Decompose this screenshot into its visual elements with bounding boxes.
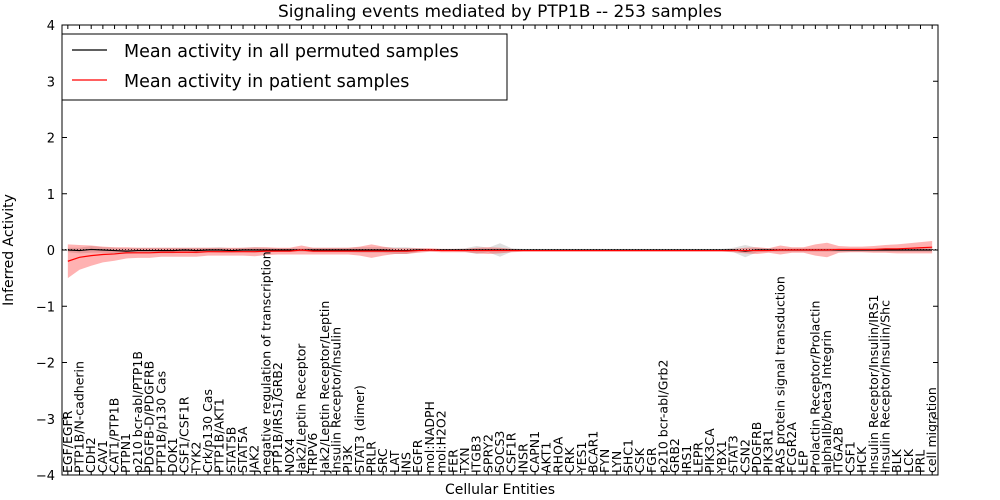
y-tick-label: −4 bbox=[36, 469, 55, 484]
x-category-label: AKT1 bbox=[539, 442, 554, 473]
line-patient-mean bbox=[67, 246, 933, 262]
x-category-label: Insulin Receptor/Insulin bbox=[328, 327, 343, 473]
mean-lines bbox=[67, 246, 933, 262]
y-tick-label: −1 bbox=[36, 300, 55, 315]
x-category-label: FYN bbox=[597, 449, 612, 473]
x-category-label: DOK1 bbox=[165, 437, 180, 473]
x-category-label: IRS1 bbox=[679, 445, 694, 473]
x-category-label: Insulin Receptor/Insulin/IRS1 bbox=[866, 295, 881, 473]
x-category-label: Jak2/Leptin Receptor/Leptin bbox=[317, 301, 332, 474]
x-category-label: Prolactin Receptor/Prolactin bbox=[807, 301, 822, 473]
x-category-label: STAT3 bbox=[726, 435, 741, 473]
x-category-label: YES1 bbox=[574, 442, 589, 474]
x-category-label: ITGB3 bbox=[469, 435, 484, 473]
x-category-label: BLK bbox=[889, 448, 904, 473]
x-category-label: PI3K bbox=[340, 445, 355, 473]
x-category-label: LYN bbox=[609, 451, 624, 473]
x-category-label: PIK3CA bbox=[702, 428, 717, 473]
x-category-label: PIK3R1 bbox=[761, 429, 776, 473]
x-category-label: FER bbox=[445, 449, 460, 473]
y-axis-label: Inferred Activity bbox=[1, 194, 17, 306]
x-category-label: Jak2/Leptin Receptor bbox=[293, 343, 308, 474]
x-category-label: LEPR bbox=[691, 442, 706, 473]
x-category-label: LAT bbox=[387, 450, 402, 473]
chart-title: Signaling events mediated by PTP1B -- 25… bbox=[278, 2, 722, 22]
x-category-label: INSR bbox=[515, 443, 530, 473]
legend: Mean activity in all permuted samples Me… bbox=[61, 33, 508, 101]
x-category-label: CSK bbox=[632, 447, 647, 473]
x-category-label: YBX1 bbox=[714, 440, 729, 474]
y-tick-label: 4 bbox=[47, 19, 55, 34]
x-category-label: negative regulation of transcription bbox=[258, 251, 273, 473]
x-category-label: CSF1R bbox=[504, 432, 519, 473]
x-axis-label: Cellular Entities bbox=[445, 482, 555, 498]
x-category-label: CSF1 bbox=[842, 441, 857, 473]
x-category-label: LCK bbox=[901, 448, 916, 473]
y-axis: −4 −3 −2 −1 0 1 2 3 4 bbox=[36, 19, 938, 484]
x-category-label: PTP1B/N-cadherin bbox=[72, 361, 87, 473]
y-tick-label: −3 bbox=[36, 413, 55, 428]
x-category-label: PRL bbox=[912, 450, 927, 473]
y-tick-label: 0 bbox=[47, 244, 55, 259]
x-category-label: JAK2 bbox=[247, 445, 262, 474]
x-category-label: PTPN1 bbox=[118, 433, 133, 473]
legend-label-patient: Mean activity in patient samples bbox=[124, 72, 409, 92]
x-category-label: EGFR bbox=[410, 439, 425, 473]
x-category-label: SOCS3 bbox=[492, 431, 507, 473]
legend-box bbox=[61, 33, 508, 101]
x-category-label: cell migration bbox=[924, 387, 939, 473]
x-category-label: FGR bbox=[644, 447, 659, 473]
x-category-label: STAT5A bbox=[235, 426, 250, 473]
x-category-label: INS bbox=[399, 452, 414, 473]
x-category-label: TYK2 bbox=[188, 442, 203, 474]
confidence-bands bbox=[67, 241, 933, 279]
x-category-label: HCK bbox=[854, 446, 869, 473]
x-category-label: CSN2 bbox=[737, 439, 752, 473]
x-category-label: mol:H2O2 bbox=[434, 410, 449, 473]
x-category-label: NOX4 bbox=[282, 438, 297, 473]
x-category-label: GRB2 bbox=[667, 438, 682, 473]
x-category-label: PTP1B/IRS1/GRB2 bbox=[270, 362, 285, 473]
x-category-label: RAS protein signal transduction bbox=[772, 276, 787, 473]
x-category-label: mol:NADPH bbox=[422, 401, 437, 473]
x-category-label: SHC1 bbox=[620, 439, 635, 473]
x-category-label: SRC bbox=[375, 448, 390, 473]
legend-label-permuted: Mean activity in all permuted samples bbox=[124, 42, 459, 62]
x-category-label: TRPV6 bbox=[305, 433, 320, 474]
y-tick-label: 2 bbox=[47, 132, 55, 147]
x-category-label: Insulin Receptor/Insulin/Shc bbox=[877, 300, 892, 473]
x-category-label: TXN bbox=[457, 447, 472, 474]
x-category-label: STAT5B bbox=[223, 427, 238, 473]
x-category-label: FCGR2A bbox=[784, 422, 799, 473]
x-category-label: CDH2 bbox=[83, 437, 98, 473]
x-category-label: PDGFB-D/PDGFRB bbox=[142, 361, 157, 473]
x-category-label: LEP bbox=[796, 450, 811, 473]
y-tick-label: 3 bbox=[47, 75, 55, 90]
y-tick-label: −2 bbox=[36, 357, 55, 372]
x-category-label: PDGFRB bbox=[749, 422, 764, 473]
x-category-label: CRK bbox=[562, 447, 577, 473]
x-category-label: ITGA2B bbox=[831, 427, 846, 473]
x-category-label: BCAR1 bbox=[585, 431, 600, 473]
x-category-label: PTP1B/AKT1 bbox=[212, 398, 227, 473]
x-category-label: PRLR bbox=[364, 441, 379, 473]
plot-frame bbox=[61, 24, 939, 476]
x-category-label: p210 bcr-abl/Grb2 bbox=[656, 360, 671, 473]
x-category-label: Crk/p130 Cas bbox=[200, 389, 215, 473]
x-category-label: CAV1 bbox=[95, 440, 110, 473]
x-category-label: CSF1/CSF1R bbox=[177, 396, 192, 473]
x-category-label: p210 bcr-abl/PTP1B bbox=[130, 351, 145, 473]
x-category-label: PTP1B/p130 Cas bbox=[153, 371, 168, 473]
x-category-label: CAT1/PTP1B bbox=[107, 398, 122, 473]
x-category-label: CAPN1 bbox=[527, 431, 542, 473]
x-category-label: EGF/EGFR bbox=[60, 410, 75, 473]
x-category-label: SPRY2 bbox=[480, 434, 495, 473]
x-category-label: alphaIIb/beta3 Integrin bbox=[819, 330, 834, 473]
x-category-label: RHOA bbox=[550, 436, 565, 473]
x-axis: EGF/EGFRPTP1B/N-cadherinCDH2CAV1CAT1/PTP… bbox=[60, 25, 939, 475]
x-category-label: STAT3 (dimer) bbox=[352, 385, 367, 473]
y-tick-label: 1 bbox=[47, 188, 55, 203]
